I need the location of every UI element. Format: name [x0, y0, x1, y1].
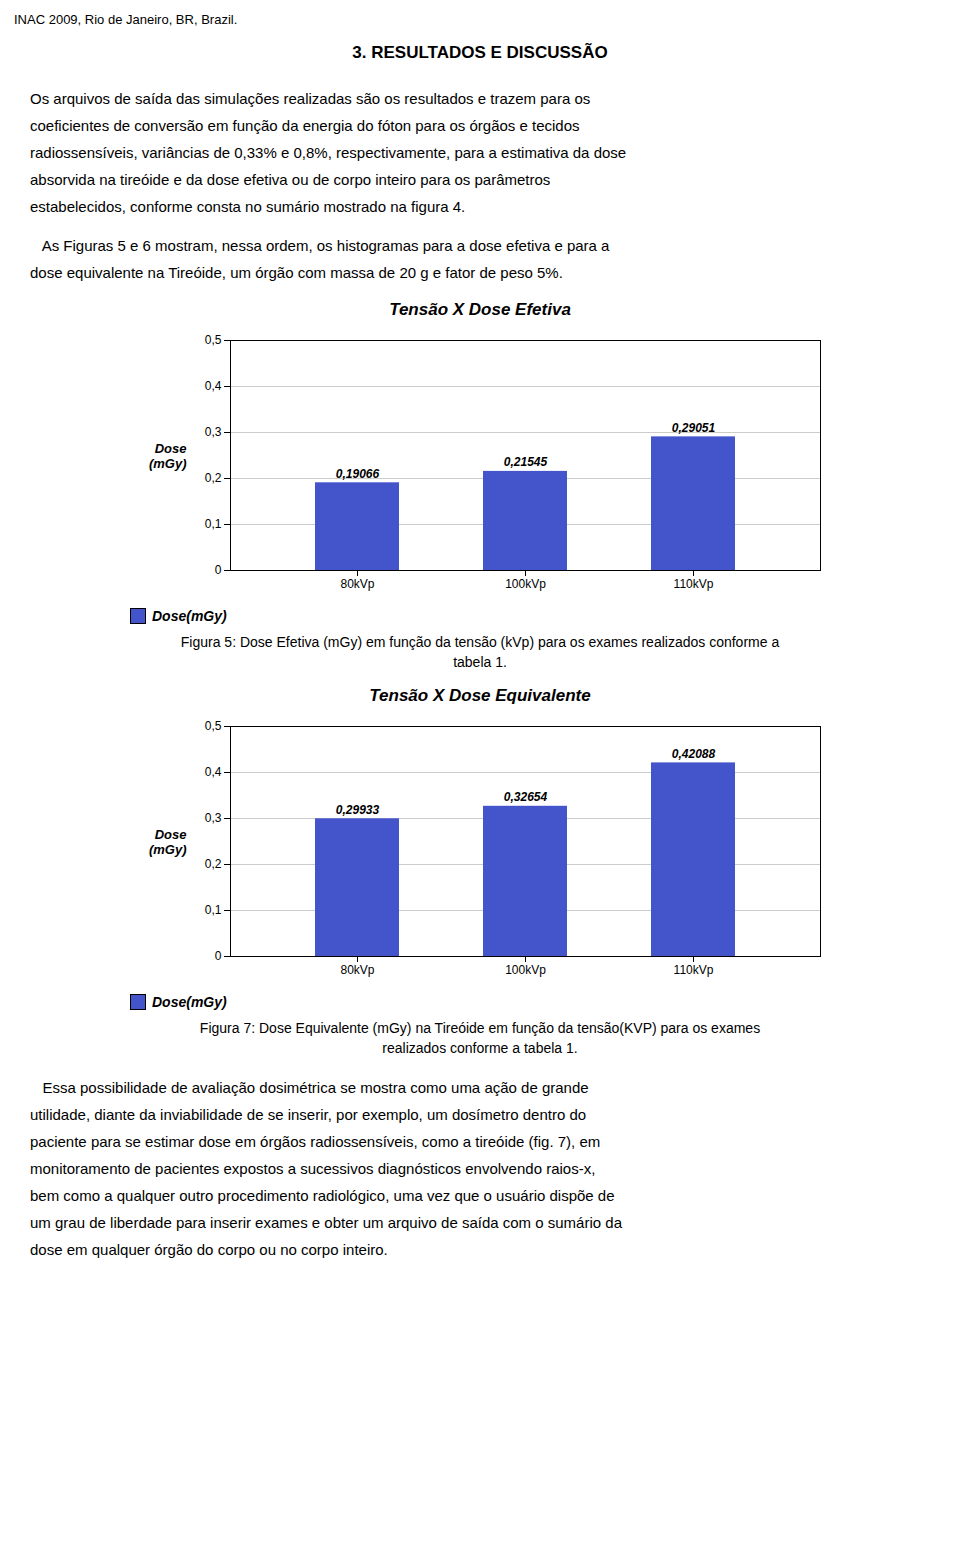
svg-text:0,3: 0,3	[205, 811, 222, 825]
html-text:Tensão X Dose Equivalente: Tensão X Dose Equivalente	[369, 686, 591, 705]
svg-text:80kVp: 80kVp	[340, 963, 374, 977]
svg-text:0,42088: 0,42088	[672, 747, 716, 761]
html-text:Dose(mGy): Dose(mGy)	[152, 994, 227, 1010]
svg-text:0,4: 0,4	[205, 379, 222, 393]
svg-text:0,5: 0,5	[205, 333, 222, 347]
svg-text:110kVp: 110kVp	[674, 963, 714, 977]
html-text:Dose(mGy): Dose(mGy)	[152, 608, 227, 624]
html-text:um grau de liberdade para inse: um grau de liberdade para inserir exames…	[30, 1214, 622, 1231]
html-text:3. RESULTADOS E DISCUSSÃO: 3. RESULTADOS E DISCUSSÃO	[352, 43, 608, 62]
svg-text:0,19066: 0,19066	[336, 467, 380, 481]
svg-text:0,5: 0,5	[205, 719, 222, 733]
html-text:paciente para se estimar dose: paciente para se estimar dose em órgãos …	[30, 1133, 601, 1150]
html-text:utilidade, diante da inviabili: utilidade, diante da inviabilidade de se…	[30, 1106, 587, 1123]
html-text:absorvida na tireóide e da dos: absorvida na tireóide e da dose efetiva …	[30, 171, 551, 188]
svg-text:100kVp: 100kVp	[505, 577, 546, 591]
svg-text:80kVp: 80kVp	[340, 577, 374, 591]
html-text:bem como a qualquer outro proc: bem como a qualquer outro procedimento r…	[30, 1187, 615, 1204]
svg-text:0,2: 0,2	[205, 857, 222, 871]
html-text:realizados conforme a tabela 1: realizados conforme a tabela 1.	[382, 1040, 578, 1056]
svg-text:0,1: 0,1	[205, 903, 222, 917]
html-text:Figura 7: Dose Equivalente (mG: Figura 7: Dose Equivalente (mGy) na Tire…	[199, 1020, 761, 1036]
svg-text:0: 0	[215, 949, 222, 963]
html-text:dose equivalente na Tireóide,: dose equivalente na Tireóide, um órgão c…	[30, 264, 563, 281]
html-text:radiossensíveis, variâncias de: radiossensíveis, variâncias de 0,33% e 0…	[30, 144, 627, 161]
svg-text:0,1: 0,1	[205, 517, 222, 531]
svg-text:0,4: 0,4	[205, 765, 222, 779]
svg-text:110kVp: 110kVp	[674, 577, 714, 591]
svg-text:100kVp: 100kVp	[505, 963, 546, 977]
svg-text:0,2: 0,2	[205, 471, 222, 485]
svg-text:0,3: 0,3	[205, 425, 222, 439]
svg-text:0,29051: 0,29051	[672, 421, 716, 435]
svg-text:0: 0	[215, 563, 222, 577]
svg-text:Dose(mGy): Dose(mGy)	[149, 827, 187, 858]
html-text:Essa possibilidade de avaliaçã: Essa possibilidade de avaliação dosimétr…	[30, 1079, 589, 1096]
svg-text:0,21545: 0,21545	[504, 455, 548, 469]
html-text:Figura 5: Dose Efetiva (mGy) e: Figura 5: Dose Efetiva (mGy) em função d…	[180, 634, 780, 650]
svg-text:0,29933: 0,29933	[336, 803, 380, 817]
html-text:Tensão X Dose Efetiva: Tensão X Dose Efetiva	[389, 300, 571, 319]
html-text:estabelecidos, conforme consta: estabelecidos, conforme consta no sumári…	[30, 198, 466, 215]
html-text:dose em qualquer órgão do corp: dose em qualquer órgão do corpo ou no co…	[30, 1241, 388, 1258]
html-text:monitoramento de pacientes exp: monitoramento de pacientes expostos a su…	[30, 1160, 596, 1177]
html-text:coeficientes de conversão em f: coeficientes de conversão em função da e…	[30, 117, 580, 134]
html-text:tabela 1.: tabela 1.	[453, 654, 507, 670]
html-text:Os arquivos de saída das simul: Os arquivos de saída das simulações real…	[30, 90, 591, 107]
svg-text:0,32654: 0,32654	[504, 790, 548, 804]
svg-text:Dose(mGy): Dose(mGy)	[149, 441, 187, 472]
html-text:INAC 2009, Rio de Janeiro, BR,: INAC 2009, Rio de Janeiro, BR, Brazil.	[14, 12, 238, 27]
html-text:As Figuras 5 e 6 mostram, ness: As Figuras 5 e 6 mostram, nessa ordem, o…	[30, 237, 610, 254]
